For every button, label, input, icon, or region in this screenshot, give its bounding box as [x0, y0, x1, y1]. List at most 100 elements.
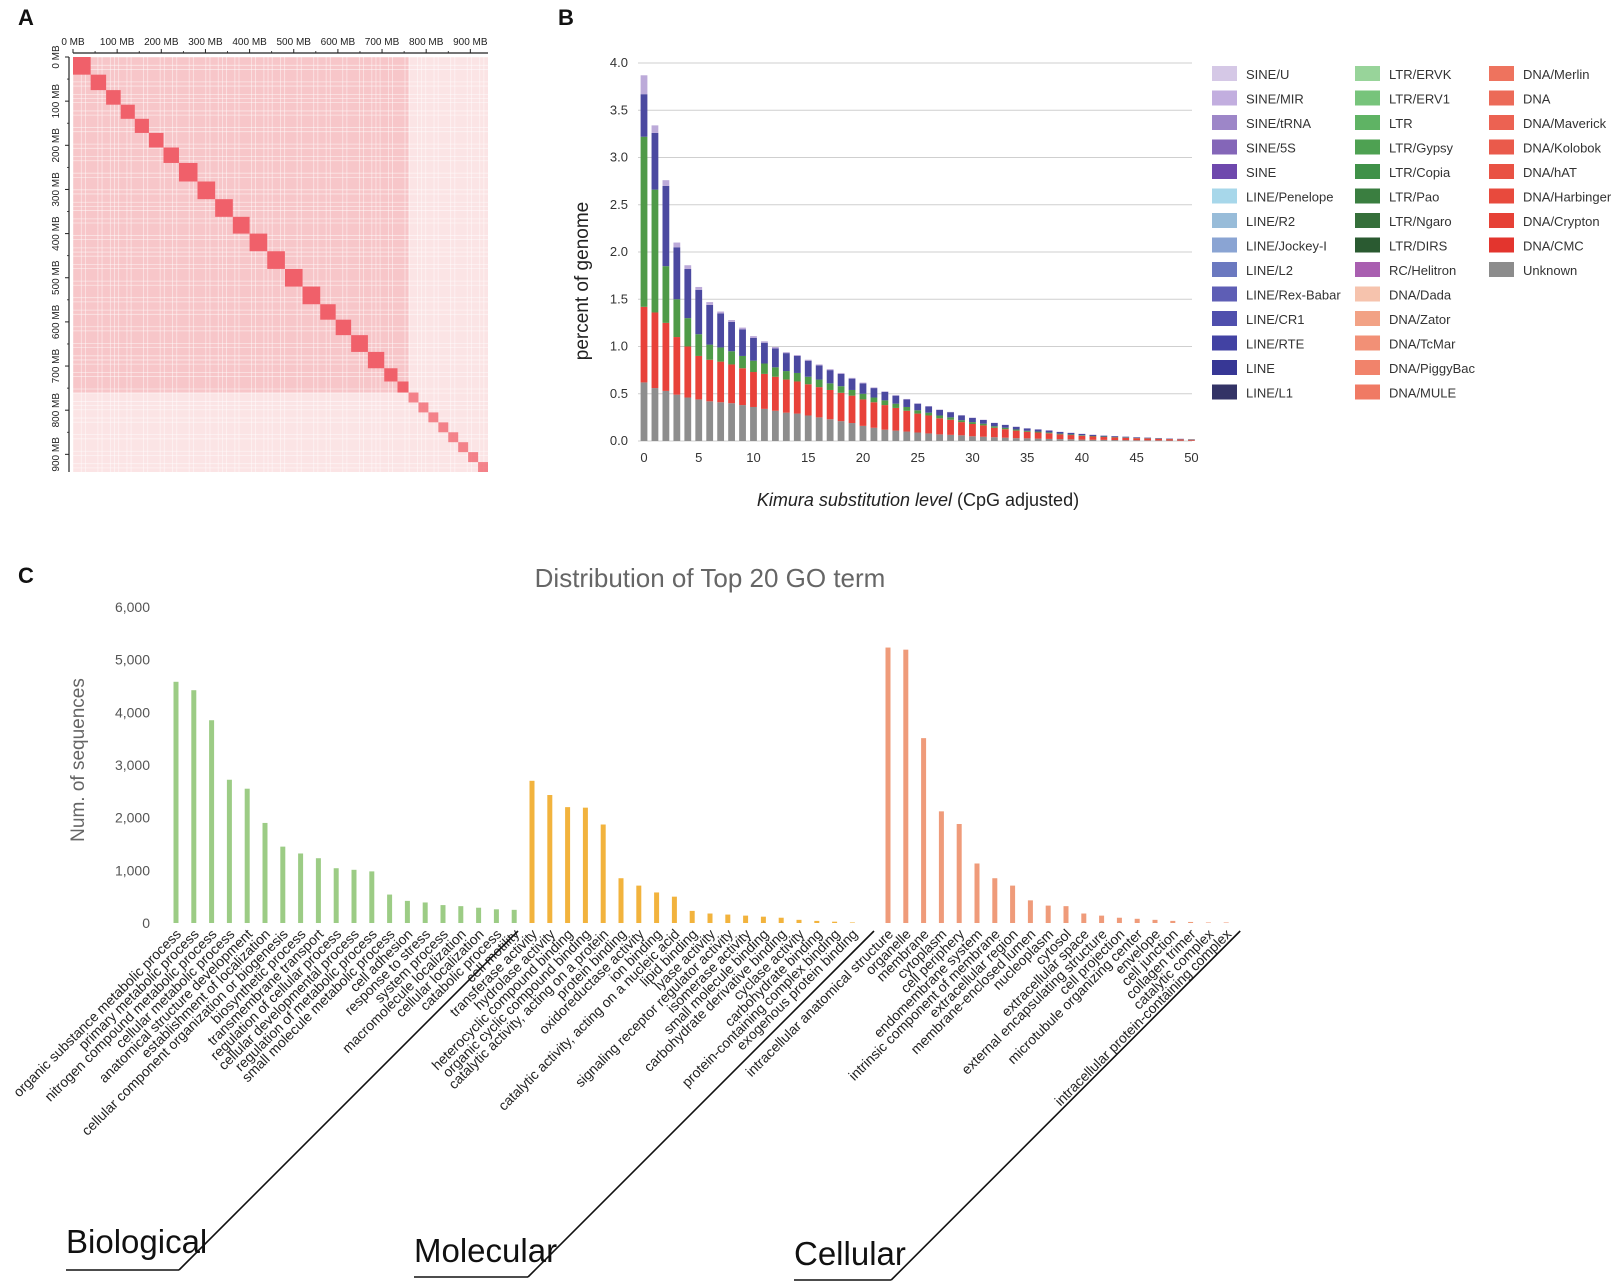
- b-bar-segment: [793, 355, 801, 356]
- heatmap-top-tick-label: 0 MB: [61, 37, 85, 48]
- c-bar: [404, 900, 410, 923]
- b-ytick-label: 1.5: [610, 291, 628, 306]
- b-xtick-label: 20: [856, 450, 870, 465]
- b-bar-segment: [958, 422, 965, 436]
- b-legend-swatch: [1212, 188, 1237, 204]
- c-ytick-label: 4,000: [115, 704, 150, 720]
- b-bar-segment: [958, 420, 965, 423]
- c-group-label: Biological: [66, 1223, 207, 1260]
- b-bar-segment: [750, 360, 757, 373]
- b-bar-segment: [903, 431, 911, 441]
- b-bar-segment: [990, 427, 998, 438]
- b-bar-segment: [936, 418, 944, 435]
- b-legend-swatch: [1212, 360, 1237, 375]
- b-legend-swatch: [1355, 360, 1380, 375]
- b-bar-segment: [640, 382, 648, 441]
- b-bar-segment: [717, 313, 725, 348]
- b-bar-segment: [739, 368, 746, 406]
- heatmap-top-tick-label: 600 MB: [321, 37, 356, 48]
- c-group-bracket-diagonal: [178, 930, 519, 1271]
- b-bar-segment: [1012, 430, 1020, 439]
- c-bar: [333, 868, 339, 923]
- diagonal-block: [397, 381, 409, 393]
- b-bar-segment: [1133, 438, 1141, 441]
- c-group-bracket-diagonal: [527, 930, 875, 1278]
- b-bar-segment: [1023, 430, 1031, 432]
- b-bar-segment: [1089, 436, 1097, 440]
- c-bar: [921, 738, 927, 923]
- b-bar-segment: [804, 376, 812, 385]
- b-bar-segment: [1001, 427, 1009, 430]
- b-bar-segment: [684, 265, 692, 270]
- b-bar-segment: [1067, 434, 1075, 436]
- b-bar-segment: [804, 360, 812, 377]
- b-bar-segment: [903, 410, 911, 432]
- c-bar: [387, 894, 393, 923]
- c-bar: [885, 647, 891, 923]
- b-bar-segment: [958, 435, 965, 441]
- b-bar-segment: [892, 430, 900, 441]
- c-bar: [903, 649, 909, 923]
- c-bar: [226, 779, 232, 923]
- b-legend-swatch: [1212, 66, 1237, 81]
- b-xtick-label: 15: [801, 450, 815, 465]
- b-bar-segment: [771, 367, 779, 377]
- b-bar-segment: [673, 247, 681, 300]
- b-bar-segment: [673, 394, 681, 441]
- b-bar-segment: [848, 377, 856, 379]
- b-bar-segment: [651, 312, 659, 389]
- b-legend-label: LTR/DIRS: [1389, 239, 1448, 254]
- b-legend-swatch: [1355, 237, 1380, 253]
- c-ytick-label: 1,000: [115, 862, 150, 878]
- b-xtick-label: 25: [910, 450, 924, 465]
- c-bar: [369, 871, 375, 923]
- c-bar: [298, 853, 304, 923]
- b-legend-swatch: [1212, 311, 1237, 326]
- b-bar-segment: [969, 417, 976, 423]
- b-bar-segment: [640, 306, 648, 383]
- b-bar-segment: [859, 399, 867, 426]
- b-bar-segment: [640, 75, 648, 95]
- heatmap-top-tick-label: 400 MB: [232, 37, 267, 48]
- b-bar-segment: [782, 379, 790, 413]
- b-legend-label: LTR/ERVK: [1389, 67, 1452, 82]
- b-bar-segment: [673, 337, 681, 395]
- b-bar-segment: [793, 413, 801, 441]
- b-xtick-label: 0: [640, 450, 647, 465]
- b-bar-segment: [695, 399, 703, 441]
- b-bar-segment: [925, 412, 933, 416]
- c-bar: [529, 780, 535, 923]
- b-bar-segment: [925, 406, 933, 413]
- c-ytick-label: 5,000: [115, 652, 150, 668]
- b-bar-segment: [892, 407, 900, 431]
- heatmap-top-tick-label: 100 MB: [100, 37, 135, 48]
- b-legend-swatch: [1355, 286, 1380, 302]
- c-bar: [262, 822, 268, 923]
- b-legend-label: LTR: [1389, 116, 1413, 131]
- c-bar: [493, 909, 499, 923]
- b-bar-segment: [782, 371, 790, 380]
- c-bar: [1081, 913, 1087, 923]
- b-xtick-label: 10: [746, 450, 760, 465]
- b-bar-segment: [1045, 432, 1053, 434]
- c-bar: [600, 824, 606, 923]
- b-bar-segment: [761, 363, 768, 374]
- b-legend-label: LINE/L1: [1246, 386, 1293, 401]
- b-bar-segment: [662, 185, 670, 267]
- b-ytick-label: 3.0: [610, 150, 628, 165]
- b-legend-label: SINE/tRNA: [1246, 116, 1311, 131]
- b-bar-segment: [1078, 435, 1086, 436]
- b-bar-segment: [914, 410, 922, 414]
- b-bar-segment: [826, 389, 834, 420]
- b-bar-segment: [739, 405, 746, 441]
- b-legend-label: LINE/R2: [1246, 214, 1295, 229]
- b-legend-label: LINE/L2: [1246, 263, 1293, 278]
- b-legend-label: DNA/CMC: [1523, 239, 1584, 254]
- b-bar-segment: [903, 399, 911, 407]
- b-bar-segment: [826, 419, 834, 441]
- b-bar-segment: [1111, 440, 1119, 441]
- b-xlabel-italic: Kimura substitution level: [757, 490, 953, 510]
- b-bar-segment: [990, 426, 998, 428]
- c-bar: [796, 919, 802, 923]
- diagonal-block: [197, 181, 216, 200]
